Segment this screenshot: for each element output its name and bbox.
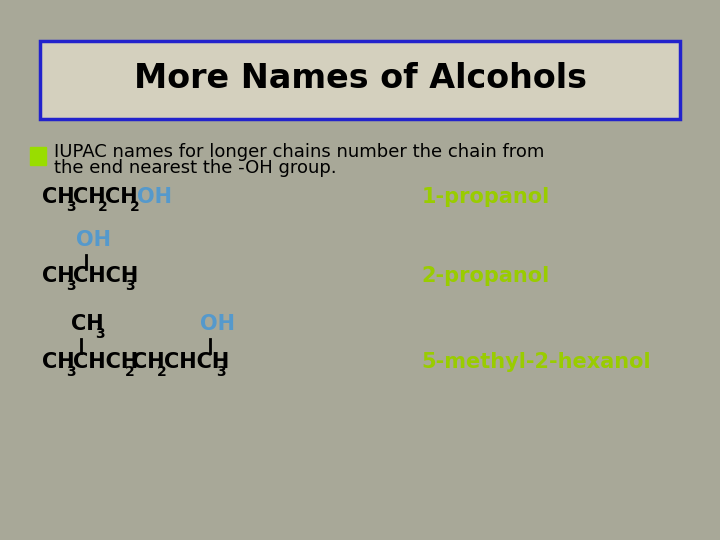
- FancyBboxPatch shape: [40, 40, 680, 119]
- Text: OH: OH: [76, 230, 111, 251]
- Text: 2: 2: [130, 200, 140, 214]
- Text: CHCH: CHCH: [73, 266, 139, 287]
- Text: 3: 3: [216, 364, 225, 379]
- Text: CH: CH: [42, 187, 74, 207]
- Text: More Names of Alcohols: More Names of Alcohols: [133, 62, 587, 95]
- Text: CH: CH: [71, 314, 103, 334]
- Text: CH: CH: [73, 187, 106, 207]
- Text: CHCH: CHCH: [164, 352, 230, 372]
- Text: 2: 2: [98, 200, 108, 214]
- Text: CHCH: CHCH: [73, 352, 139, 372]
- Text: 3: 3: [66, 279, 76, 293]
- Text: IUPAC names for longer chains number the chain from: IUPAC names for longer chains number the…: [54, 143, 544, 161]
- Text: CH: CH: [105, 187, 138, 207]
- Text: CH: CH: [42, 266, 74, 287]
- Bar: [30, 147, 46, 165]
- Text: OH: OH: [137, 187, 172, 207]
- Text: 3: 3: [66, 364, 76, 379]
- Text: 2: 2: [157, 364, 167, 379]
- Text: OH: OH: [200, 314, 235, 334]
- Text: 3: 3: [66, 200, 76, 214]
- Text: the end nearest the -OH group.: the end nearest the -OH group.: [54, 159, 337, 178]
- Text: 5-methyl-2-hexanol: 5-methyl-2-hexanol: [421, 352, 651, 372]
- Text: 3: 3: [125, 279, 135, 293]
- Text: 1-propanol: 1-propanol: [421, 187, 549, 207]
- Text: 2: 2: [125, 364, 135, 379]
- Text: CH: CH: [42, 352, 74, 372]
- Text: CH: CH: [132, 352, 165, 372]
- Text: 3: 3: [95, 327, 104, 341]
- Text: 2-propanol: 2-propanol: [421, 266, 549, 287]
